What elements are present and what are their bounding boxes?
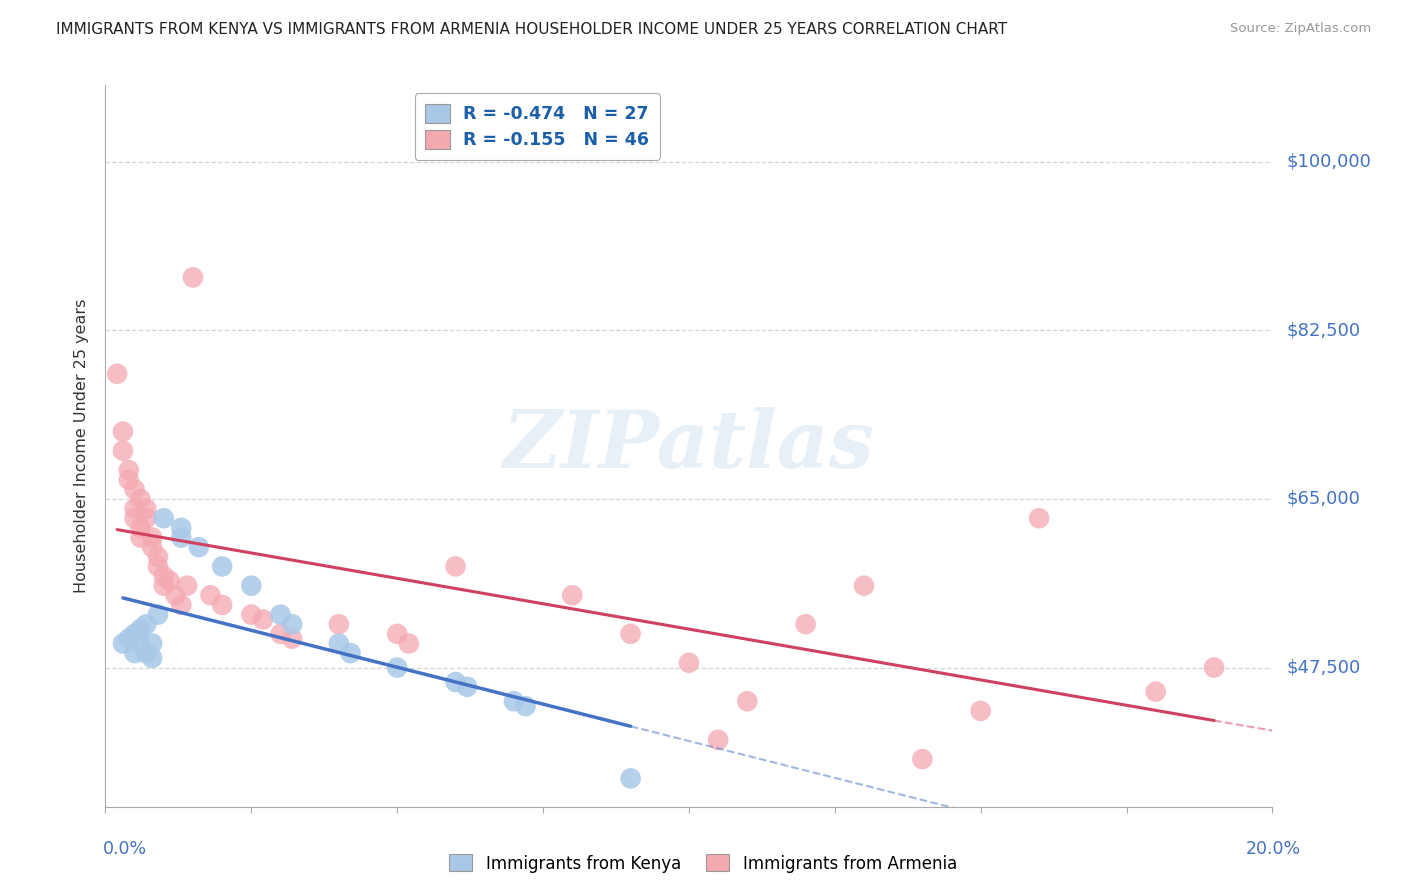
Point (200, 588, 222, 602)
Point (911, 752, 934, 766)
Point (170, 531, 193, 545)
Point (118, 632, 141, 646)
Point (211, 598, 233, 612)
Text: IMMIGRANTS FROM KENYA VS IMMIGRANTS FROM ARMENIA HOUSEHOLDER INCOME UNDER 25 YEA: IMMIGRANTS FROM KENYA VS IMMIGRANTS FROM… (56, 22, 1007, 37)
Point (456, 680, 478, 694)
Point (118, 473, 141, 487)
Point (159, 574, 181, 588)
Point (444, 675, 467, 690)
Point (339, 646, 361, 660)
Point (124, 483, 146, 497)
Point (269, 607, 292, 622)
Point (153, 511, 174, 525)
Point (1144, 684, 1167, 698)
Point (1202, 660, 1225, 674)
Point (111, 425, 134, 439)
Point (146, 559, 169, 574)
Point (737, 694, 759, 708)
Point (129, 622, 152, 636)
Point (328, 617, 350, 632)
Point (165, 588, 187, 602)
Point (176, 579, 198, 593)
Point (619, 772, 641, 786)
Point (794, 617, 817, 632)
Point (269, 627, 292, 641)
Point (170, 598, 193, 612)
Text: $65,000: $65,000 (1286, 490, 1360, 508)
Point (135, 617, 157, 632)
Point (124, 501, 146, 516)
Point (124, 627, 146, 641)
Point (141, 531, 163, 545)
Text: $82,500: $82,500 (1286, 321, 1361, 339)
Point (852, 579, 875, 593)
Point (398, 636, 420, 650)
Point (252, 612, 274, 626)
Legend: Immigrants from Kenya, Immigrants from Armenia: Immigrants from Kenya, Immigrants from A… (443, 847, 963, 880)
Point (105, 367, 128, 381)
Point (619, 627, 641, 641)
Point (141, 636, 163, 650)
Point (561, 588, 583, 602)
Point (170, 521, 193, 535)
Legend: R = -0.474   N = 27, R = -0.155   N = 46: R = -0.474 N = 27, R = -0.155 N = 46 (415, 94, 659, 160)
Point (146, 607, 169, 622)
Point (385, 660, 409, 674)
Point (129, 491, 152, 506)
Text: $47,500: $47,500 (1286, 658, 1361, 676)
Point (118, 463, 141, 477)
Point (444, 559, 467, 574)
Text: 0.0%: 0.0% (103, 840, 146, 858)
Point (135, 501, 157, 516)
Point (707, 732, 730, 747)
Point (146, 549, 169, 564)
Point (281, 617, 304, 632)
Point (141, 540, 163, 554)
Point (281, 632, 304, 646)
Point (124, 511, 146, 525)
Point (129, 531, 152, 545)
Point (678, 656, 700, 670)
Point (240, 579, 263, 593)
Point (141, 651, 163, 665)
Point (129, 636, 152, 650)
Point (328, 636, 350, 650)
Point (1028, 511, 1050, 525)
Text: $100,000: $100,000 (1286, 153, 1371, 170)
Point (111, 443, 134, 458)
Text: Source: ZipAtlas.com: Source: ZipAtlas.com (1230, 22, 1371, 36)
Point (970, 704, 993, 718)
Text: ZIPatlas: ZIPatlas (503, 408, 875, 484)
Point (124, 646, 146, 660)
Point (385, 627, 409, 641)
Point (111, 636, 134, 650)
Point (135, 646, 157, 660)
Point (135, 511, 157, 525)
Point (211, 559, 233, 574)
Point (187, 540, 209, 554)
Point (153, 579, 174, 593)
Y-axis label: Householder Income Under 25 years: Householder Income Under 25 years (75, 299, 90, 593)
Text: 20.0%: 20.0% (1246, 840, 1301, 858)
Point (181, 270, 204, 285)
Point (129, 521, 152, 535)
Point (515, 699, 537, 714)
Point (503, 694, 526, 708)
Point (240, 607, 263, 622)
Point (153, 569, 174, 583)
